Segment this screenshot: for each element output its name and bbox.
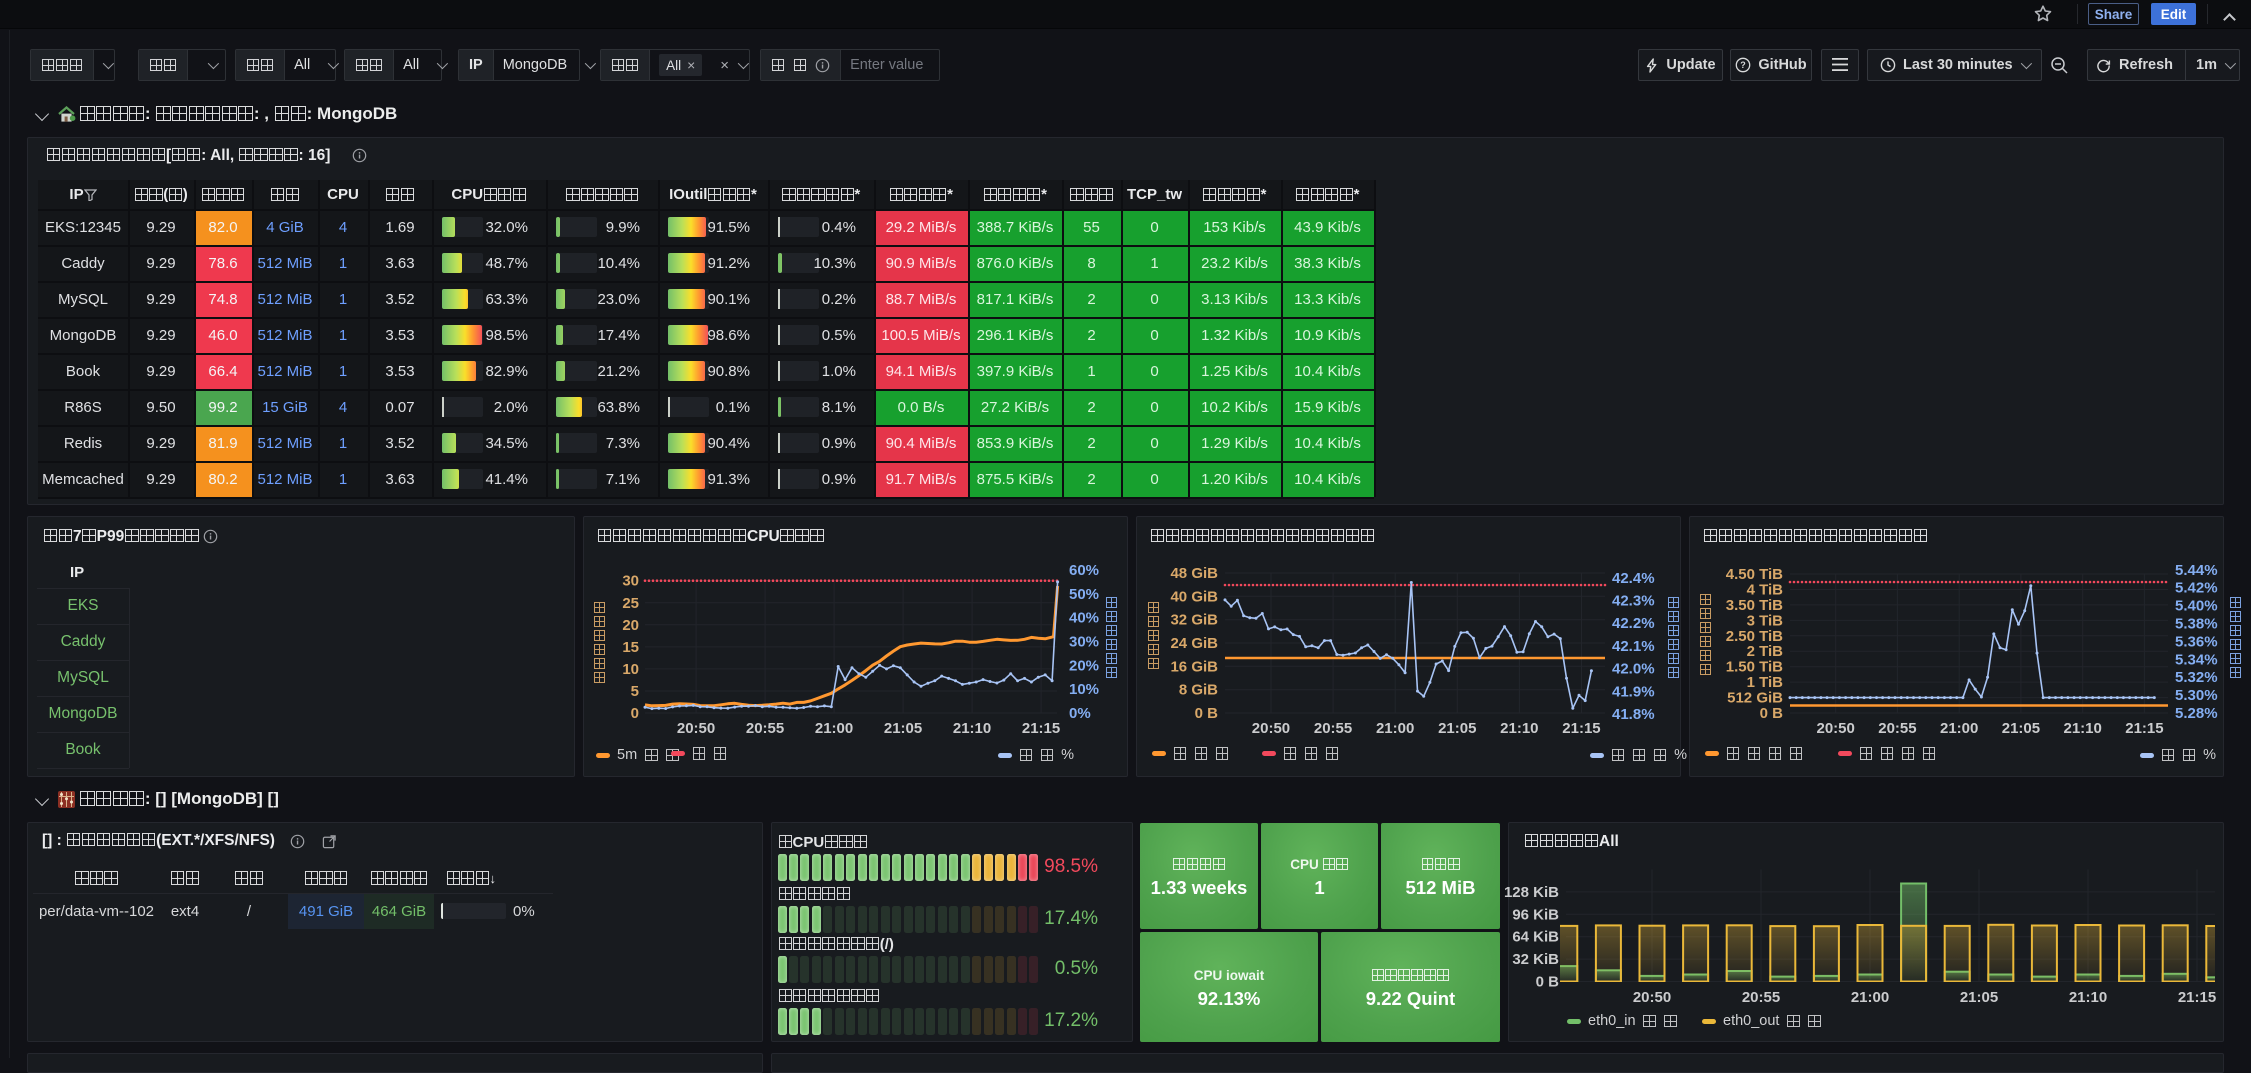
svg-text:5.30%: 5.30% <box>2175 687 2218 704</box>
svg-text:4.50 TiB: 4.50 TiB <box>1726 566 1783 583</box>
svg-text:20:50: 20:50 <box>1817 720 1855 737</box>
svg-text:16 GiB: 16 GiB <box>1170 658 1218 675</box>
svg-text:60%: 60% <box>1069 562 1099 579</box>
svg-text:10%: 10% <box>1069 681 1099 698</box>
svg-text:21:15: 21:15 <box>2125 720 2163 737</box>
svg-text:42.0%: 42.0% <box>1612 661 1655 678</box>
svg-text:48 GiB: 48 GiB <box>1170 565 1218 582</box>
svg-text:0 B: 0 B <box>1536 974 1560 991</box>
svg-text:50%: 50% <box>1069 586 1099 603</box>
svg-text:21:10: 21:10 <box>2069 989 2107 1006</box>
svg-text:21:10: 21:10 <box>953 720 991 737</box>
svg-text:21:10: 21:10 <box>1500 720 1538 737</box>
svg-text:20:50: 20:50 <box>677 720 715 737</box>
svg-text:20:50: 20:50 <box>1252 720 1290 737</box>
svg-text:3.50 TiB: 3.50 TiB <box>1726 597 1783 614</box>
svg-text:21:10: 21:10 <box>2064 720 2102 737</box>
svg-text:21:05: 21:05 <box>1438 720 1476 737</box>
svg-text:40%: 40% <box>1069 610 1099 627</box>
svg-text:30%: 30% <box>1069 634 1099 651</box>
svg-text:42.3%: 42.3% <box>1612 593 1655 610</box>
svg-text:20%: 20% <box>1069 657 1099 674</box>
svg-text:0%: 0% <box>1069 705 1091 722</box>
svg-text:5.38%: 5.38% <box>2175 616 2218 633</box>
svg-text:20: 20 <box>622 617 639 634</box>
svg-text:1.50 TiB: 1.50 TiB <box>1726 659 1783 676</box>
svg-text:20:50: 20:50 <box>1633 989 1671 1006</box>
svg-text:21:05: 21:05 <box>2002 720 2040 737</box>
svg-text:5: 5 <box>631 683 639 700</box>
svg-text:42.2%: 42.2% <box>1612 615 1655 632</box>
svg-text:5.28%: 5.28% <box>2175 705 2218 722</box>
svg-text:3 TiB: 3 TiB <box>1747 612 1784 629</box>
svg-text:10: 10 <box>622 661 639 678</box>
svg-text:5.44%: 5.44% <box>2175 562 2218 579</box>
svg-text:4 TiB: 4 TiB <box>1747 581 1784 598</box>
svg-text:2.50 TiB: 2.50 TiB <box>1726 628 1783 645</box>
svg-text:21:15: 21:15 <box>2178 989 2216 1006</box>
svg-text:21:00: 21:00 <box>1851 989 1889 1006</box>
svg-text:64 KiB: 64 KiB <box>1512 929 1559 946</box>
svg-text:32 GiB: 32 GiB <box>1170 612 1218 629</box>
svg-text:21:15: 21:15 <box>1562 720 1600 737</box>
svg-text:5.42%: 5.42% <box>2175 580 2218 597</box>
svg-text:21:05: 21:05 <box>884 720 922 737</box>
svg-text:20:55: 20:55 <box>746 720 784 737</box>
svg-text:21:05: 21:05 <box>1960 989 1998 1006</box>
svg-text:32 KiB: 32 KiB <box>1512 951 1559 968</box>
svg-text:42.1%: 42.1% <box>1612 638 1655 655</box>
svg-text:0 B: 0 B <box>1195 705 1219 722</box>
svg-text:42.4%: 42.4% <box>1612 570 1655 587</box>
svg-text:512 GiB: 512 GiB <box>1727 690 1783 707</box>
svg-text:21:00: 21:00 <box>1376 720 1414 737</box>
svg-text:0 B: 0 B <box>1760 705 1784 722</box>
svg-text:20:55: 20:55 <box>1314 720 1352 737</box>
svg-text:21:00: 21:00 <box>815 720 853 737</box>
svg-text:40 GiB: 40 GiB <box>1170 588 1218 605</box>
svg-text:0: 0 <box>631 705 639 722</box>
svg-text:5.32%: 5.32% <box>2175 669 2218 686</box>
svg-text:2 TiB: 2 TiB <box>1747 643 1784 660</box>
svg-text:21:00: 21:00 <box>1940 720 1978 737</box>
svg-text:5.40%: 5.40% <box>2175 598 2218 615</box>
svg-text:1 TiB: 1 TiB <box>1747 674 1784 691</box>
svg-text:41.9%: 41.9% <box>1612 683 1655 700</box>
svg-text:20:55: 20:55 <box>1878 720 1916 737</box>
svg-text:128 KiB: 128 KiB <box>1504 884 1559 901</box>
svg-text:30: 30 <box>622 573 639 590</box>
svg-text:5.34%: 5.34% <box>2175 651 2218 668</box>
svg-text:5.36%: 5.36% <box>2175 633 2218 650</box>
svg-text:25: 25 <box>622 595 639 612</box>
svg-text:21:15: 21:15 <box>1022 720 1060 737</box>
svg-text:41.8%: 41.8% <box>1612 706 1655 723</box>
svg-text:15: 15 <box>622 639 639 656</box>
svg-text:24 GiB: 24 GiB <box>1170 635 1218 652</box>
svg-text:96 KiB: 96 KiB <box>1512 906 1559 923</box>
svg-text:?: ? <box>1741 60 1747 70</box>
svg-text:20:55: 20:55 <box>1742 989 1780 1006</box>
svg-text:8 GiB: 8 GiB <box>1179 682 1218 699</box>
